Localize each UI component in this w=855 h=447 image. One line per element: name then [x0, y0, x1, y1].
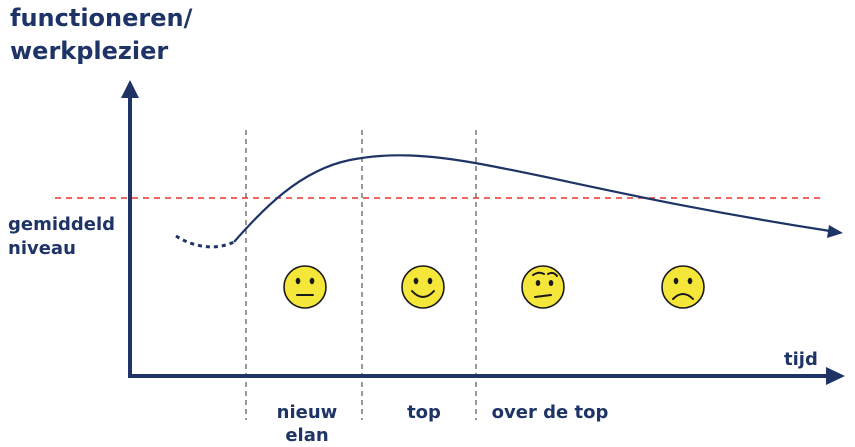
phase-label-over-de-top: over de top	[480, 401, 620, 424]
phase-label-line2: elan	[285, 425, 329, 446]
reference-label-line2: niveau	[8, 238, 76, 259]
curve-arrowhead	[827, 225, 843, 238]
x-axis-label: tijd	[784, 349, 818, 370]
smiling-face-icon	[401, 265, 445, 309]
phase-label-line1: over de top	[491, 402, 609, 423]
phase-label-top: top	[384, 401, 464, 424]
skeptical-face-icon	[521, 265, 565, 309]
curve-dotted-start	[175, 234, 235, 249]
frowning-face-icon	[661, 265, 705, 309]
y-axis-label-line1: functioneren/	[10, 4, 193, 32]
y-axis-arrowhead	[121, 80, 139, 98]
phase-label-nieuw-elan: nieuw elan	[262, 401, 352, 447]
x-axis-arrowhead	[826, 367, 845, 385]
y-axis-label-line2: werkplezier	[10, 37, 169, 65]
reference-label: gemiddeld niveau	[8, 213, 115, 261]
phase-label-line1: top	[407, 402, 441, 423]
neutral-face-icon	[283, 265, 327, 309]
reference-label-line1: gemiddeld	[8, 214, 116, 235]
y-axis-label: functioneren/ werkplezier	[10, 2, 192, 68]
curve	[233, 154, 831, 243]
phase-label-line1: nieuw	[276, 402, 338, 423]
